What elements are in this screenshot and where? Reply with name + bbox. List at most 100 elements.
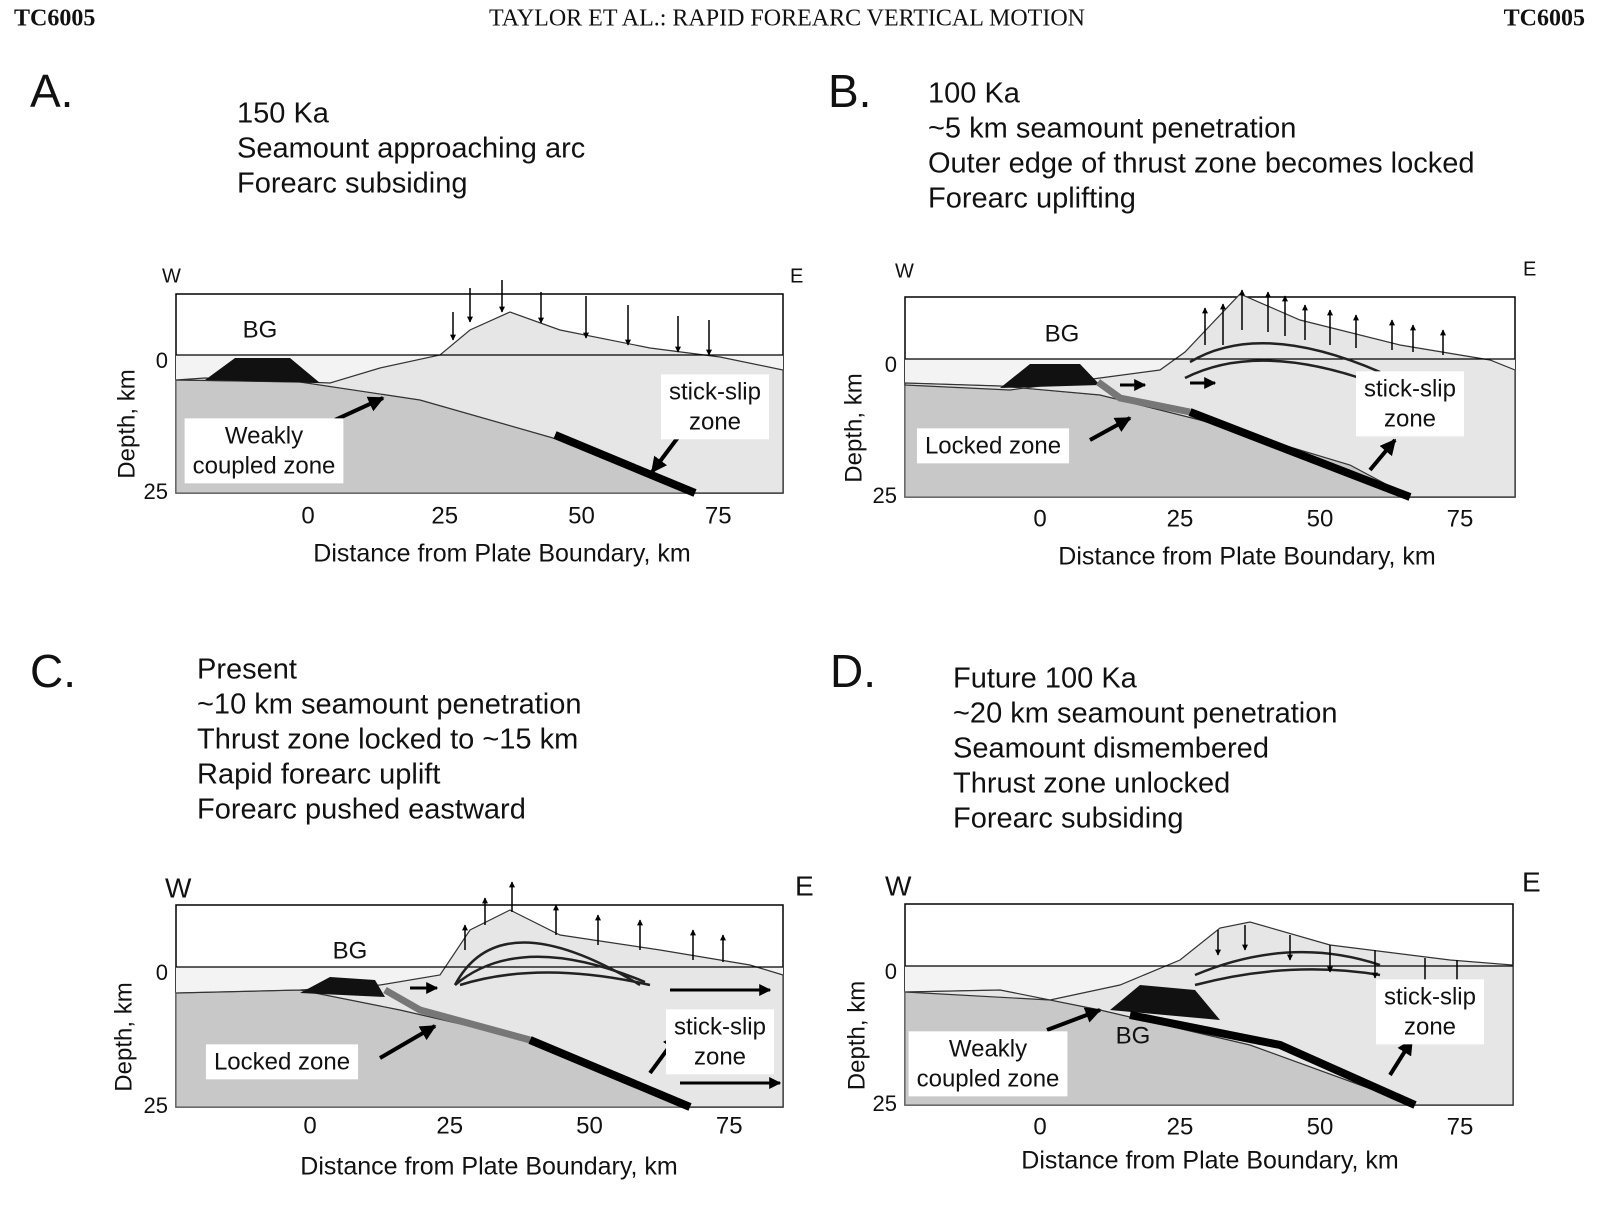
panel-label: D. <box>830 645 876 697</box>
panel-caption-line: Outer edge of thrust zone becomes locked <box>928 148 1474 180</box>
annotation: stick-slip <box>674 1013 766 1040</box>
x-tick-label: 75 <box>716 1112 743 1139</box>
x-tick-label: 0 <box>1033 1113 1046 1140</box>
pointer-arrow <box>1388 1038 1414 1077</box>
x-tick-label: 25 <box>1167 1113 1194 1140</box>
x-axis-title: Distance from Plate Boundary, km <box>300 1153 677 1181</box>
pointer-arrow <box>1046 1007 1102 1032</box>
locked-thrust <box>1095 379 1191 416</box>
annotation: zone <box>1404 1013 1456 1040</box>
x-tick-label: 50 <box>1307 1113 1334 1140</box>
fold-curve <box>454 955 646 986</box>
pointer-arrow <box>1368 438 1397 472</box>
annotation: Locked zone <box>925 432 1061 459</box>
x-tick-label: 50 <box>1307 505 1334 532</box>
panel-label: A. <box>30 65 73 117</box>
annotation: Weakly <box>225 422 303 449</box>
y-tick-label: 25 <box>144 1093 168 1118</box>
panel-label: C. <box>30 645 76 697</box>
panel-caption-line: Future 100 Ka <box>953 663 1138 695</box>
east-label: E <box>790 265 803 287</box>
y-axis-title: Depth, km <box>840 373 867 482</box>
running-head-right: TC6005 <box>1504 6 1585 32</box>
annotation: Weakly <box>949 1035 1027 1062</box>
running-head-left: TC6005 <box>14 6 95 32</box>
stick-slip-thrust <box>1188 408 1412 501</box>
annotation: coupled zone <box>193 452 336 479</box>
x-axis-title: Distance from Plate Boundary, km <box>313 540 690 568</box>
stick-slip-thrust <box>553 431 697 497</box>
fold-curve <box>1194 968 1381 987</box>
annotation: Locked zone <box>214 1048 350 1075</box>
bg-block <box>205 358 320 383</box>
running-title: TAYLOR ET AL.: RAPID FOREARC VERTICAL MO… <box>489 6 1085 32</box>
annotation-box <box>660 374 770 440</box>
fold-curve <box>453 941 641 987</box>
panel: C. Present~10 km seamount penetrationThru… <box>30 645 814 1180</box>
annotation-box <box>1355 371 1465 437</box>
y-tick-label: 0 <box>885 959 897 984</box>
panel: D. Future 100 Ka~20 km seamount penetrati… <box>830 645 1541 1174</box>
panel-caption-line: Thrust zone locked to ~15 km <box>197 724 578 756</box>
x-tick-label: 0 <box>303 1112 316 1139</box>
panel-caption-line: ~5 km seamount penetration <box>928 113 1296 145</box>
annotation: BG <box>1116 1022 1151 1049</box>
annotation-box <box>184 418 344 484</box>
west-label: W <box>885 870 912 901</box>
annotation-box <box>916 428 1070 464</box>
panel-caption-line: Forearc pushed eastward <box>197 794 526 826</box>
bg-block <box>1000 364 1100 388</box>
panel: B. 100 Ka~5 km seamount penetrationOuter … <box>828 65 1536 570</box>
annotation: BG <box>243 316 278 343</box>
y-tick-label: 0 <box>156 348 168 373</box>
x-tick-label: 0 <box>301 502 314 529</box>
x-axis-title: Distance from Plate Boundary, km <box>1021 1147 1398 1175</box>
y-tick-label: 25 <box>873 483 897 508</box>
panel-caption-line: ~10 km seamount penetration <box>197 689 582 721</box>
fold-curve <box>1194 950 1381 977</box>
east-label: E <box>1522 866 1541 897</box>
x-tick-label: 50 <box>568 502 595 529</box>
east-label: E <box>1523 258 1536 280</box>
annotation-box <box>205 1044 359 1080</box>
x-tick-label: 25 <box>436 1112 463 1139</box>
annotation: stick-slip <box>1364 375 1456 402</box>
fold-curve <box>1189 342 1381 374</box>
annotation: stick-slip <box>669 378 761 405</box>
east-label: E <box>795 870 814 901</box>
locked-thrust <box>383 986 531 1044</box>
panel-caption-line: Present <box>197 654 297 686</box>
annotation: stick-slip <box>1384 983 1476 1010</box>
panel-caption-line: Forearc uplifting <box>928 183 1136 215</box>
panel-caption-line: Forearc subsiding <box>237 168 468 200</box>
panel-caption-line: Thrust zone unlocked <box>953 768 1230 800</box>
x-tick-label: 50 <box>576 1112 603 1139</box>
annotation-box <box>665 1009 775 1075</box>
panel-caption-line: 100 Ka <box>928 78 1021 110</box>
panel-caption-line: ~20 km seamount penetration <box>953 698 1338 730</box>
annotation-box <box>1375 979 1485 1045</box>
panel-label: B. <box>828 65 871 117</box>
x-axis-title: Distance from Plate Boundary, km <box>1058 543 1435 571</box>
fold-curve <box>1184 359 1381 387</box>
pointer-arrow <box>1089 416 1132 442</box>
x-tick-label: 75 <box>1447 505 1474 532</box>
pointer-arrow <box>378 1024 437 1060</box>
panel-caption-line: Rapid forearc uplift <box>197 759 440 791</box>
y-axis-title: Depth, km <box>110 982 137 1091</box>
annotation: zone <box>689 408 741 435</box>
fold-curve <box>459 971 651 987</box>
annotation: zone <box>694 1043 746 1070</box>
forearc-wedge <box>904 293 1516 498</box>
y-axis-title: Depth, km <box>843 981 870 1090</box>
x-tick-label: 75 <box>705 502 732 529</box>
y-tick-label: 25 <box>144 479 168 504</box>
panel-caption-line: 150 Ka <box>237 98 330 130</box>
x-tick-label: 25 <box>1167 505 1194 532</box>
x-tick-label: 25 <box>431 502 458 529</box>
y-axis-title: Depth, km <box>113 369 140 478</box>
west-label: W <box>165 872 192 903</box>
x-tick-label: 75 <box>1447 1113 1474 1140</box>
panel-caption-line: Forearc subsiding <box>953 803 1184 835</box>
